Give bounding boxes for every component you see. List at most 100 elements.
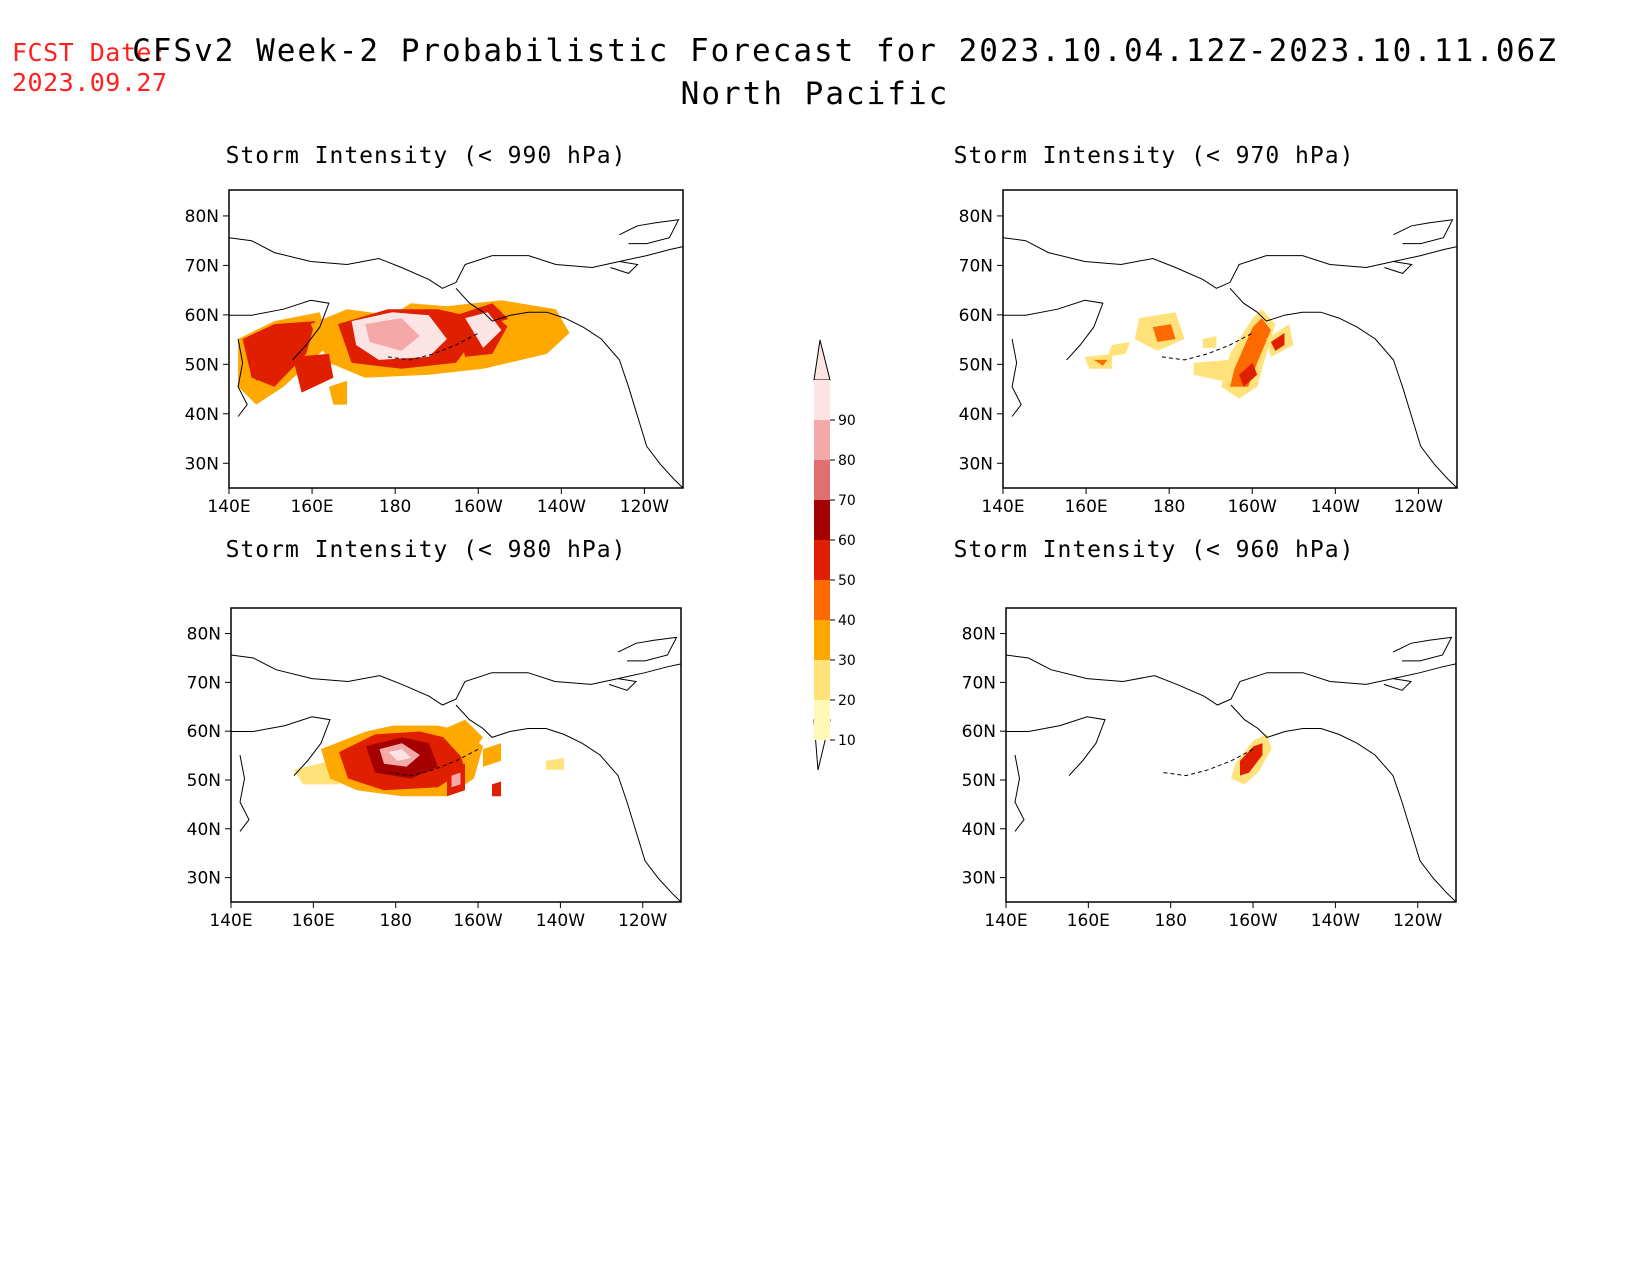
colorbar-segment-2 — [814, 620, 830, 660]
probability-shade-970-1 — [1152, 324, 1176, 342]
map-group-990: 80N 70N 60N 50N 40N 30N 140E 160E 180 160W 140W 120… — [185, 189, 684, 517]
colorbar-segment-4 — [814, 540, 830, 580]
lon-label-990-1: 160E — [290, 497, 333, 517]
colorbar-segment-5 — [814, 500, 830, 540]
coastline-960-1 — [1006, 716, 1106, 776]
map-frame-970 — [1002, 189, 1458, 489]
probability-shade-970-4 — [1093, 359, 1108, 366]
lon-label-980-0: 140E — [209, 911, 252, 931]
probability-shade-960-1 — [1240, 743, 1263, 776]
colorbar-label-10: 10 — [838, 733, 856, 749]
lon-label-970-4: 140W — [1311, 497, 1360, 517]
lat-label-960-4: 40N — [962, 820, 996, 840]
colorbar-segment-0 — [814, 700, 830, 740]
probability-shade-980-10 — [546, 757, 564, 770]
probability-shade-980-5 — [388, 749, 411, 761]
lon-label-960-4: 140W — [1311, 911, 1360, 931]
lon-label-970-0: 140E — [981, 497, 1024, 517]
probability-shade-970-2 — [1107, 342, 1131, 357]
lon-label-980-2: 180 — [379, 911, 411, 931]
colorbar-segment-3 — [814, 580, 830, 620]
forecast-date-block: FCST Date: 2023.09.27 — [12, 38, 168, 98]
lat-label-970-2: 60N — [959, 306, 993, 326]
lon-label-990-2: 180 — [379, 497, 411, 517]
colorbar-label-20: 20 — [838, 693, 856, 709]
coastline-960-2 — [1230, 704, 1457, 903]
probability-shade-980-9 — [483, 743, 501, 767]
colorbar-label-30: 30 — [838, 653, 856, 669]
colorbar-segment-6 — [814, 460, 830, 500]
coastline-980-1 — [231, 716, 331, 776]
lon-label-990-0: 140E — [207, 497, 250, 517]
lon-label-980-5: 120W — [618, 911, 667, 931]
lon-label-960-1: 160E — [1067, 911, 1110, 931]
lat-label-960-5: 30N — [962, 869, 996, 889]
aleutian-islands-980 — [388, 748, 479, 777]
probability-shade-970-9 — [1239, 362, 1258, 387]
panel-title-990: Storm Intensity (< 990 hPa) — [225, 143, 627, 169]
lat-label-990-3: 50N — [185, 355, 219, 375]
probability-shade-970-5 — [1202, 336, 1217, 348]
coastline-990-2 — [455, 287, 684, 489]
coastline-980-4 — [617, 636, 678, 662]
colorbar-label-60: 60 — [838, 533, 856, 549]
lon-label-970-3: 160W — [1228, 497, 1277, 517]
lon-label-980-4: 140W — [536, 911, 585, 931]
lat-label-970-1: 70N — [959, 256, 993, 276]
lat-label-970-5: 30N — [959, 454, 993, 474]
lat-label-990-4: 40N — [185, 405, 219, 425]
coastline-990-1 — [229, 299, 330, 361]
coastline-980-2 — [455, 704, 682, 903]
probability-shade-990-11 — [247, 345, 275, 381]
map-background-960 — [1006, 608, 1456, 902]
coastline-970-3 — [1011, 338, 1022, 417]
coastline-970-4 — [1393, 219, 1454, 245]
lon-label-960-0: 140E — [984, 911, 1027, 931]
lat-label-960-3: 50N — [962, 771, 996, 791]
lat-label-980-2: 60N — [187, 722, 221, 742]
lat-label-970-0: 80N — [959, 207, 993, 227]
panel-title-960: Storm Intensity (< 960 hPa) — [953, 537, 1355, 563]
lat-label-980-0: 80N — [187, 625, 221, 645]
coastline-960-3 — [1014, 754, 1025, 832]
colorbar-label-80: 80 — [838, 453, 856, 469]
panel-title-980: Storm Intensity (< 980 hPa) — [225, 537, 627, 563]
lat-label-960-1: 70N — [962, 673, 996, 693]
colorbar-legend: 10 20 30 40 50 60 70 80 90 — [813, 339, 856, 771]
colorbar-segment-8 — [814, 380, 830, 420]
colorbar-label-50: 50 — [838, 573, 856, 589]
colorbar-segment-1 — [814, 660, 830, 700]
coastline-990-5 — [610, 261, 639, 274]
probability-shade-970-8 — [1230, 318, 1271, 387]
probability-shade-980-11 — [492, 781, 501, 797]
colorbar-label-70: 70 — [838, 493, 856, 509]
map-frame-980 — [230, 607, 682, 903]
lon-label-960-3: 160W — [1228, 911, 1277, 931]
probability-shade-990-10 — [328, 380, 347, 405]
lat-label-960-0: 80N — [962, 625, 996, 645]
lat-label-980-1: 70N — [187, 673, 221, 693]
lat-label-970-4: 40N — [959, 405, 993, 425]
lon-label-980-1: 160E — [292, 911, 335, 931]
probability-shade-980-6 — [438, 719, 483, 761]
coastline-990-3 — [237, 338, 248, 417]
colorbar-label-90: 90 — [838, 413, 856, 429]
probability-shade-990-8 — [501, 309, 556, 345]
probability-shade-980-8 — [451, 772, 461, 788]
map-frame-960 — [1005, 607, 1457, 903]
lat-label-990-0: 80N — [185, 207, 219, 227]
coastline-990-4 — [619, 219, 680, 245]
colorbar-label-40: 40 — [838, 613, 856, 629]
lon-label-990-3: 160W — [454, 497, 503, 517]
lat-label-980-4: 40N — [187, 820, 221, 840]
main-title: CFSv2 Week-2 Probabilistic Forecast for … — [132, 33, 1558, 69]
map-group-980: 80N 70N 60N 50N 40N 30N 140E 160E 180 160W 140W 120… — [187, 607, 682, 931]
forecast-date-label: FCST Date: — [12, 38, 168, 67]
coastline-980-3 — [239, 754, 250, 832]
lat-label-990-5: 30N — [185, 454, 219, 474]
aleutian-islands-970 — [1161, 332, 1253, 361]
probability-shade-990-9 — [292, 353, 334, 393]
